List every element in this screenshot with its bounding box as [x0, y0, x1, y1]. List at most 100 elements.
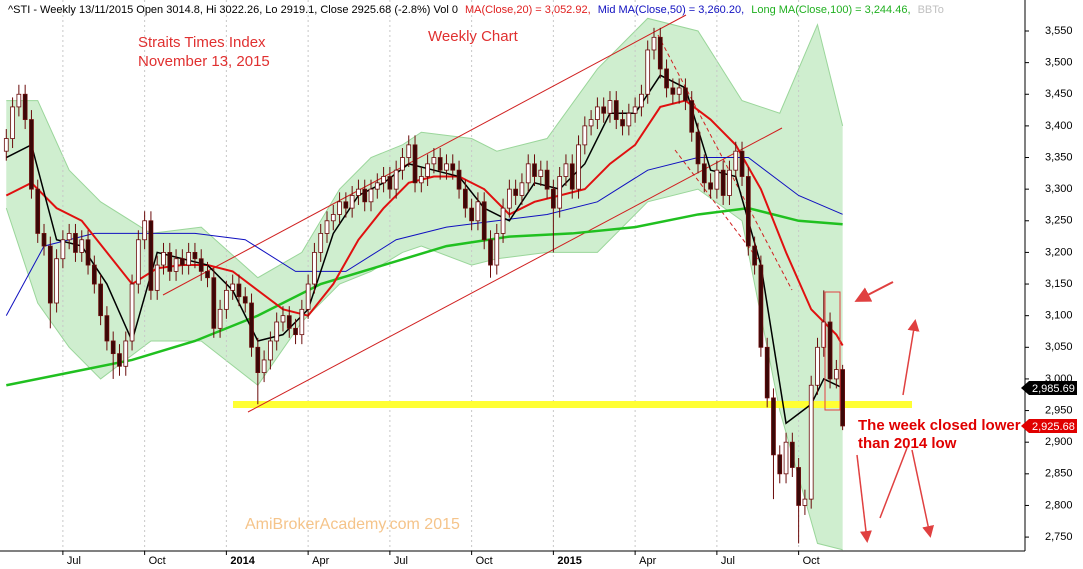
y-tick-label: 3,450: [1045, 88, 1073, 100]
header-text: ^STI - Weekly 13/11/2015 Open 3014.8, Hi…: [8, 4, 458, 16]
candle-body: [796, 467, 801, 506]
header-text: MA(Close,20) = 3,052.92,: [465, 4, 591, 16]
candle-body: [544, 169, 550, 190]
candle-body: [167, 252, 173, 272]
candle-body: [425, 163, 430, 177]
candle-body: [758, 264, 764, 348]
x-tick-label: Jul: [394, 555, 408, 567]
candle-body: [16, 93, 22, 108]
candle-body: [249, 302, 254, 348]
ma-line: [6, 206, 843, 387]
x-tick-label: Apr: [639, 555, 656, 567]
candle-body: [356, 188, 361, 196]
price-marker: [1021, 380, 1077, 395]
drawn-annotations: [162, 14, 912, 413]
candle-body: [261, 359, 267, 374]
channel-upper: [162, 14, 687, 296]
support-line: [233, 401, 912, 408]
candle-body: [563, 163, 569, 177]
candle-body: [532, 163, 537, 177]
arrow: [854, 281, 894, 302]
header: ^STI - Weekly 13/11/2015 Open 3014.8, Hi…: [8, 4, 944, 16]
candle-body: [318, 233, 324, 253]
candle-body: [500, 207, 506, 234]
watermark: AmiBrokerAcademy.com 2015: [245, 516, 460, 533]
candle-body: [230, 283, 236, 291]
annotation: Weekly Chart: [428, 28, 519, 45]
candle-body: [771, 397, 776, 456]
candle-body: [412, 144, 418, 184]
candle-body: [777, 454, 783, 475]
candle-body: [626, 112, 632, 127]
candle-body: [406, 144, 412, 158]
candle-body: [525, 163, 531, 184]
x-tick-label: Oct: [149, 555, 166, 567]
candle-body: [821, 321, 827, 348]
candle-body: [720, 169, 726, 196]
candle-body: [211, 277, 217, 329]
candle-body: [815, 346, 820, 386]
candle-body: [374, 182, 380, 190]
price-marker: [1021, 418, 1077, 433]
candle-body: [683, 87, 688, 101]
drawn-arrows: [824, 281, 935, 543]
channel-dashed: [657, 34, 793, 291]
candle-body: [29, 119, 34, 190]
candle-body: [632, 106, 638, 114]
candle-body: [280, 315, 286, 323]
x-tick-label: Oct: [803, 555, 820, 567]
x-tick-label: 2015: [557, 555, 581, 567]
candle-body: [205, 270, 210, 279]
price-label: 2,925.68: [1032, 421, 1075, 433]
candle-body: [462, 188, 468, 209]
header-text: BBTo: [918, 4, 944, 16]
candle-body: [10, 106, 15, 139]
candle-body: [135, 239, 141, 285]
candle-body: [701, 163, 707, 184]
y-tick-label: 3,500: [1045, 57, 1073, 69]
candle-body: [481, 201, 487, 241]
candle-body: [393, 169, 399, 190]
candle-body: [739, 150, 745, 177]
candle-body: [620, 119, 625, 127]
candle-body: [299, 308, 305, 336]
candle-body: [173, 258, 179, 272]
candle-body: [450, 163, 456, 171]
header-text: Long MA(Close,100) = 3,244.46,: [751, 4, 910, 16]
candle-body: [400, 157, 405, 171]
candle-body: [488, 239, 493, 266]
candle-body: [745, 176, 751, 247]
candle-body: [85, 239, 91, 266]
candle-body: [689, 100, 695, 133]
x-tick-label: Apr: [312, 555, 329, 567]
grid-layer: [62, 0, 800, 551]
candle-body: [418, 176, 424, 184]
candle-body: [192, 252, 198, 260]
candle-body: [664, 68, 669, 89]
candle-body: [274, 321, 280, 342]
header-text: Mid MA(Close,50) = 3,260.20,: [598, 4, 744, 16]
candle-body: [733, 150, 739, 171]
candle-body: [349, 195, 355, 209]
candle-body: [41, 233, 47, 247]
candle-body: [475, 201, 481, 222]
candle-body: [670, 87, 676, 95]
candle-body: [645, 49, 651, 95]
candle-body: [456, 169, 462, 190]
candle-body: [381, 176, 386, 184]
candle-body: [180, 258, 185, 266]
y-tick-label: 2,950: [1045, 404, 1073, 416]
candle-body: [639, 93, 644, 108]
channel-lower: [247, 127, 783, 413]
candle-body: [601, 106, 607, 114]
candle-body: [834, 369, 839, 380]
candle-body: [217, 308, 223, 329]
candle-body: [362, 188, 368, 203]
y-tick-label: 3,100: [1045, 310, 1073, 322]
candle-body: [3, 138, 9, 152]
candle-body: [186, 252, 191, 266]
candle-body: [312, 252, 317, 285]
candle-body: [154, 264, 160, 291]
candle-body: [117, 353, 122, 367]
